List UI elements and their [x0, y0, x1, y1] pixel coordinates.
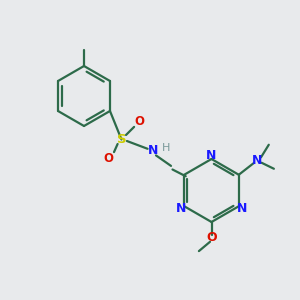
Text: N: N: [148, 143, 158, 157]
Text: N: N: [176, 202, 186, 214]
Text: N: N: [206, 149, 217, 162]
Text: S: S: [117, 133, 126, 146]
Text: O: O: [206, 231, 217, 244]
Text: N: N: [252, 154, 262, 167]
Text: N: N: [237, 202, 247, 214]
Text: O: O: [103, 152, 114, 165]
Text: O: O: [134, 115, 145, 128]
Text: H: H: [161, 142, 170, 153]
